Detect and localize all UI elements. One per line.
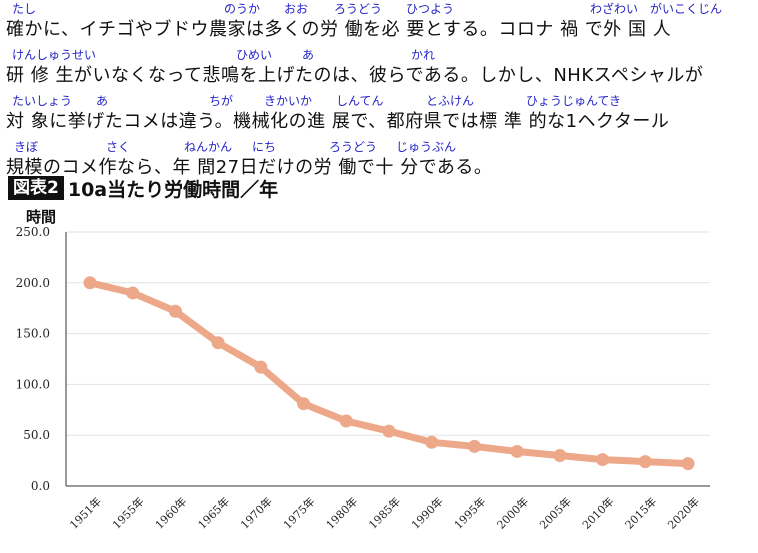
x-tick-label: 1955年 <box>109 494 146 531</box>
text-line: けんしゅうせい ひめい あ かれ研 修 生がいなくなって悲鳴を上げたのは、彼らである。… <box>6 46 756 92</box>
y-tick-label: 0.0 <box>31 479 50 493</box>
data-point <box>382 424 396 438</box>
data-point <box>638 455 652 469</box>
furigana: たいしょう <box>12 94 73 108</box>
text-line-body: 対 象に挙げたコメは違う。機械化の進 展で、都府県では標 準 的な1ヘクタール <box>6 111 670 132</box>
text-line-body: 研 修 生がいなくなって悲鳴を上げたのは、彼らである。しかし、NHKスペシャルが <box>6 65 704 86</box>
x-tick-label: 1951年 <box>67 494 104 531</box>
furigana: けんしゅうせい <box>12 48 97 62</box>
data-point <box>126 286 140 300</box>
x-tick-label: 2000年 <box>494 494 531 531</box>
furigana: あ <box>96 94 109 108</box>
furigana: ひつよう <box>406 2 455 16</box>
chart-title: 10a当たり労働時間／年 <box>67 178 279 201</box>
furigana: わざわい <box>590 2 639 16</box>
data-point <box>339 414 353 428</box>
x-tick-label: 1970年 <box>238 494 275 531</box>
data-point <box>553 449 567 463</box>
x-tick-label: 1990年 <box>408 494 445 531</box>
text-line: たし のうか おお ろうどう ひつよう わざわい がいこくじん確かに、イチゴやブドウ農家は多… <box>6 0 756 46</box>
data-point <box>681 457 695 471</box>
y-tick-label: 50.0 <box>23 428 50 442</box>
furigana: ひめい <box>236 48 273 62</box>
furigana: とふけん <box>426 94 475 108</box>
x-tick-label: 1975年 <box>280 494 317 531</box>
furigana: ちが <box>209 94 234 108</box>
y-axis-label: 時間 <box>26 208 56 226</box>
furigana: じゅうぶん <box>396 140 457 154</box>
furigana: がいこくじん <box>650 2 723 16</box>
furigana: ひょうじゅんてき <box>526 94 622 108</box>
furigana: ろうどう <box>334 2 383 16</box>
data-point <box>168 304 182 318</box>
text-line: たいしょう あ ちが きかいか しんてん とふけん ひょうじゅんてき対 象に挙げたコメは違う… <box>6 92 756 138</box>
furigana: ねんかん <box>184 140 233 154</box>
data-point <box>254 360 268 374</box>
data-point <box>425 435 439 449</box>
data-point <box>467 439 481 453</box>
x-tick-label: 2005年 <box>537 494 574 531</box>
data-point <box>297 397 311 411</box>
y-tick-label: 100.0 <box>16 377 50 391</box>
furigana: おお <box>284 2 309 16</box>
furigana: あ <box>302 48 315 62</box>
furigana: にち <box>252 140 277 154</box>
x-tick-label: 1960年 <box>152 494 189 531</box>
furigana: ろうどう <box>329 140 378 154</box>
furigana: きぼ <box>14 140 39 154</box>
y-tick-label: 250.0 <box>16 225 50 239</box>
x-tick-label: 1980年 <box>323 494 360 531</box>
data-point <box>83 276 97 290</box>
x-tick-label: 2010年 <box>579 494 616 531</box>
furigana: きかいか <box>264 94 313 108</box>
data-point <box>510 444 524 458</box>
y-tick-label: 150.0 <box>16 327 50 341</box>
text-line-body: 確かに、イチゴやブドウ農家は多くの労 働を必 要とする。コロナ 禍 で外 国 人 <box>6 19 672 40</box>
x-tick-label: 2015年 <box>622 494 659 531</box>
y-tick-label: 200.0 <box>16 276 50 290</box>
data-point <box>596 453 610 467</box>
article-paragraph: たし のうか おお ろうどう ひつよう わざわい がいこくじん 確かに、イチゴやブドウ農家は多… <box>6 0 756 184</box>
furigana: しんてん <box>336 94 384 108</box>
x-tick-label: 1965年 <box>195 494 232 531</box>
figure-badge: 図表2 <box>8 176 64 200</box>
text-line: きぼ さく ねんかん にち ろうどう じゅうぶん規模のコメ作なら、年 間27日だけの労 働… <box>6 138 756 184</box>
x-tick-label: 1985年 <box>366 494 403 531</box>
data-point <box>211 336 225 350</box>
x-tick-label: 1995年 <box>451 494 488 531</box>
x-tick-label: 2020年 <box>665 494 702 531</box>
furigana: のうか <box>224 2 261 16</box>
figure-title: 図表2 10a当たり労働時間／年 <box>8 175 278 201</box>
text-line-body: 規模のコメ作なら、年 間27日だけの労 働で十 分である。 <box>6 157 493 178</box>
furigana: たし <box>12 2 37 16</box>
furigana: かれ <box>411 48 436 62</box>
furigana: さく <box>106 140 131 154</box>
